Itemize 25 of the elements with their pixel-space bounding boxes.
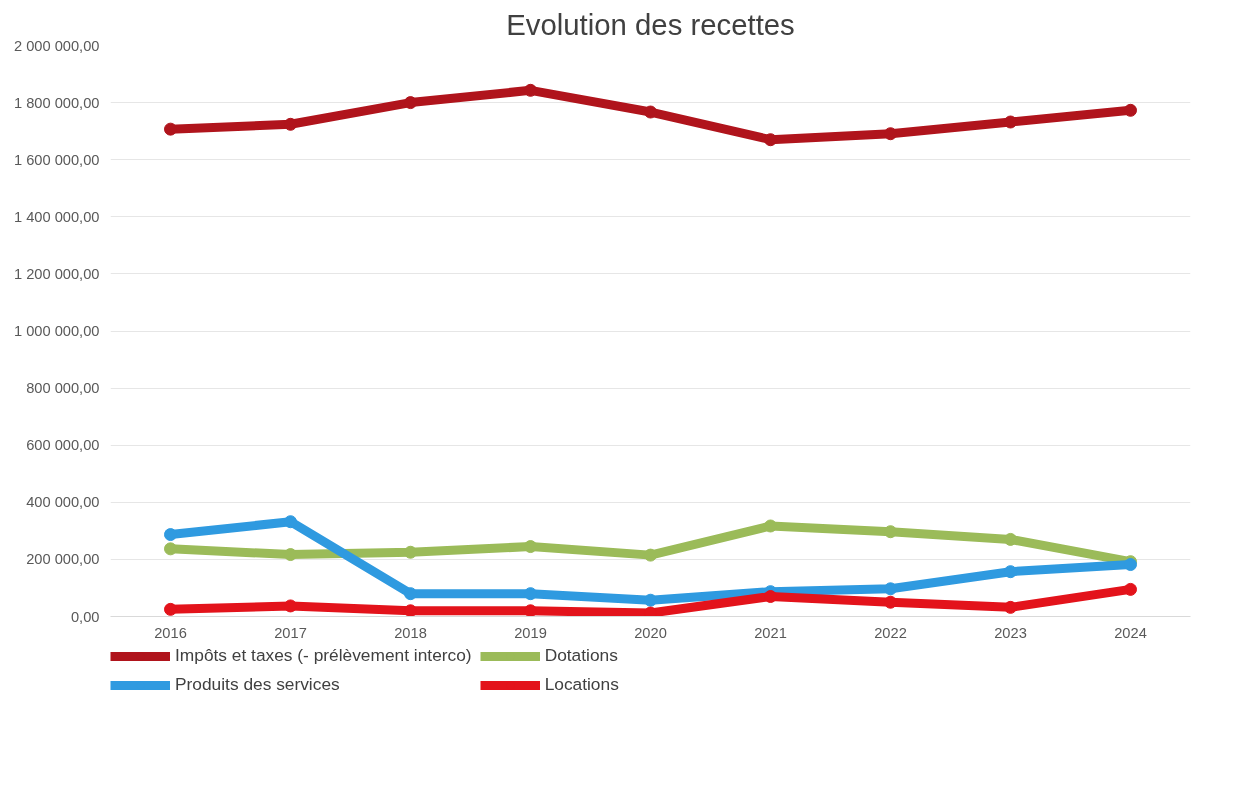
- x-tick-label: 2019: [514, 624, 547, 641]
- x-tick-label: 2016: [154, 624, 187, 641]
- y-tick-label: 1 000 000,00: [13, 323, 100, 339]
- y-tick-label: 800 000,00: [26, 380, 100, 397]
- legend-label: Impôts et taxes (- prélèvement interco): [175, 645, 472, 666]
- legend-label: Locations: [544, 674, 619, 695]
- legend-label: Dotations: [544, 645, 618, 666]
- x-tick-label: 2017: [274, 624, 307, 641]
- y-tick-label: 0,00: [70, 608, 100, 625]
- x-tick-label: 2018: [394, 624, 427, 641]
- y-tick-label: 1 400 000,00: [13, 208, 100, 225]
- y-tick-label: 400 000,00: [26, 494, 100, 511]
- y-tick-label: 200 000,00: [26, 551, 100, 568]
- x-tick-label: 2020: [634, 624, 667, 641]
- x-tick-label: 2022: [874, 624, 907, 641]
- legend-label: Produits des services: [175, 674, 340, 695]
- chart-title: Evolution des recettes: [506, 7, 795, 41]
- x-tick-label: 2023: [994, 624, 1027, 641]
- y-tick-label: 600 000,00: [26, 437, 100, 454]
- y-tick-label: 1 800 000,00: [13, 94, 100, 111]
- y-tick-label: 2 000 000,00: [13, 37, 100, 54]
- x-tick-label: 2021: [754, 624, 787, 641]
- x-tick-label: 2024: [1114, 624, 1147, 641]
- y-tick-label: 1 200 000,00: [13, 265, 100, 282]
- y-tick-label: 1 600 000,00: [13, 151, 100, 168]
